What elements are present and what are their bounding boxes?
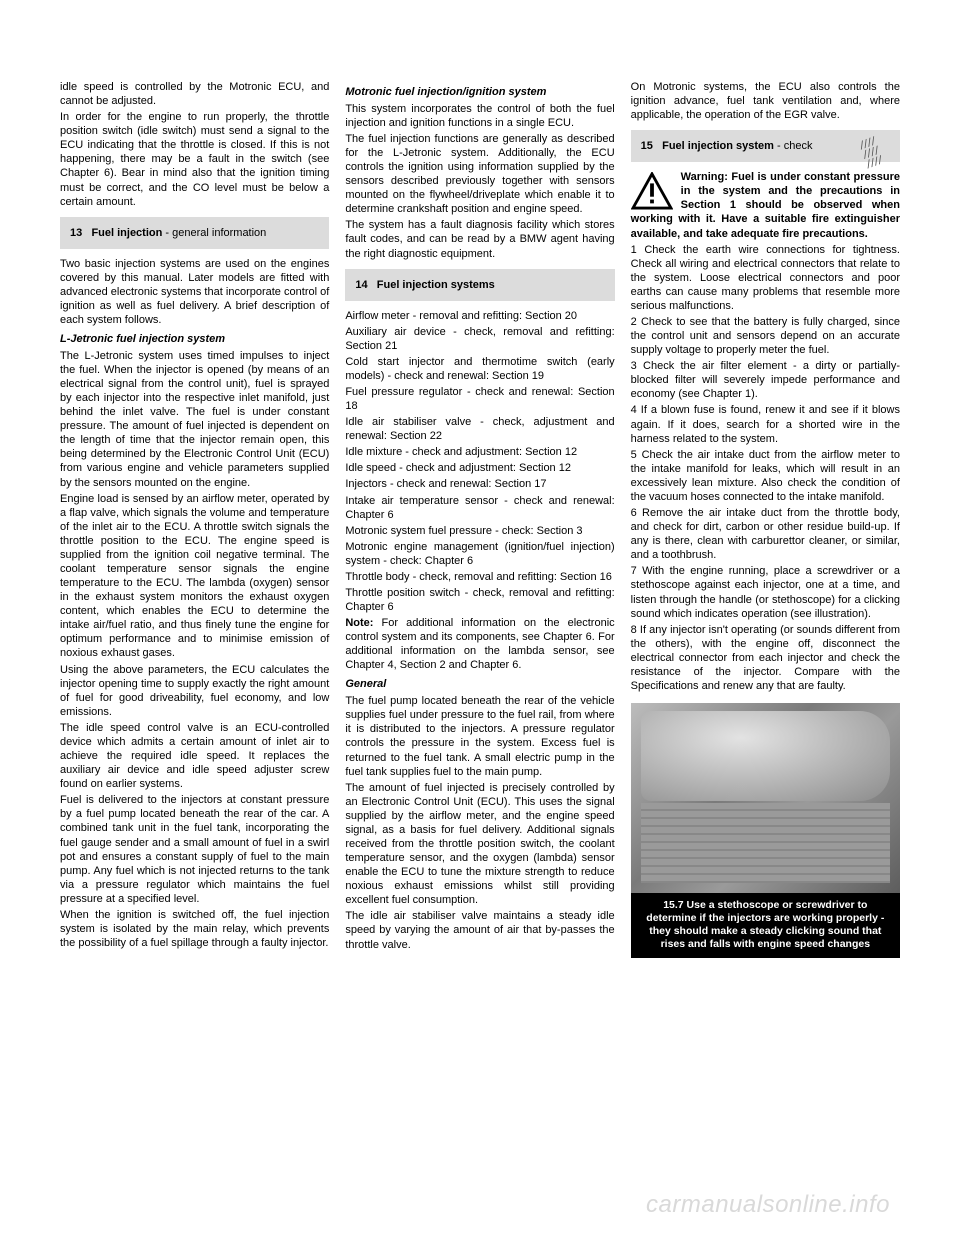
c2-h3: General	[345, 678, 614, 692]
c2-p12: Intake air temperature sensor - check an…	[345, 494, 614, 522]
c2-p6: Cold start injector and thermotime switc…	[345, 355, 614, 383]
c1-p5: Engine load is sensed by an airflow mete…	[60, 492, 329, 661]
c1-p9: When the ignition is switched off, the f…	[60, 908, 329, 950]
c2-p8: Idle air stabiliser valve - check, adjus…	[345, 415, 614, 443]
c1-p8: Fuel is delivered to the injectors at co…	[60, 793, 329, 906]
section-15-sub: - check	[777, 140, 812, 152]
c3-p3: 2 Check to see that the battery is fully…	[631, 315, 900, 357]
c2-p2: The fuel injection functions are general…	[345, 132, 614, 216]
c2-p20: The idle air stabiliser valve maintains …	[345, 909, 614, 951]
c2-p3: The system has a fault diagnosis facilit…	[345, 218, 614, 260]
c2-p17: For additional information on the electr…	[345, 617, 614, 671]
section-13-num: 13	[70, 227, 82, 239]
c2-p13: Motronic system fuel pressure - check: S…	[345, 524, 614, 538]
c2-p9: Idle mixture - check and adjustment: Sec…	[345, 445, 614, 459]
c3-p7: 6 Remove the air intake duct from the th…	[631, 506, 900, 562]
c2-p1: This system incorporates the control of …	[345, 102, 614, 130]
c1-p3: Two basic injection systems are used on …	[60, 257, 329, 327]
figure-image	[631, 703, 900, 893]
columns-wrap: idle speed is controlled by the Motronic…	[60, 80, 900, 958]
c2-p14: Motronic engine management (ignition/fue…	[345, 540, 614, 568]
c3-warning: Warning: Fuel is under constant pressure…	[631, 170, 900, 240]
c3-p8: 7 With the engine running, place a screw…	[631, 564, 900, 620]
c3-p5: 4 If a blown fuse is found, renew it and…	[631, 403, 900, 445]
page: idle speed is controlled by the Motronic…	[0, 0, 960, 998]
c1-p4: The L-Jetronic system uses timed impulse…	[60, 349, 329, 490]
c3-p2: 1 Check the earth wire connections for t…	[631, 243, 900, 313]
section-15-box: 15 Fuel injection system - check ///////…	[631, 130, 900, 162]
figure-caption: 15.7 Use a stethoscope or screwdriver to…	[631, 893, 900, 958]
section-14-title: Fuel injection systems	[377, 279, 495, 291]
c2-p19: The amount of fuel injected is precisely…	[345, 781, 614, 908]
c1-p2: In order for the engine to run properly,…	[60, 110, 329, 209]
c2-note: Note: For additional information on the …	[345, 616, 614, 672]
c1-p6: Using the above parameters, the ECU calc…	[60, 663, 329, 719]
c3-p1: On Motronic systems, the ECU also contro…	[631, 80, 900, 122]
c3-p6: 5 Check the air intake duct from the air…	[631, 448, 900, 504]
c2-note-label: Note:	[345, 617, 373, 629]
figure-15-7: 15.7 Use a stethoscope or screwdriver to…	[631, 703, 900, 958]
c1-h1: L-Jetronic fuel injection system	[60, 333, 329, 347]
c2-p15: Throttle body - check, removal and refit…	[345, 570, 614, 584]
c3-p4: 3 Check the air filter element - a dirty…	[631, 359, 900, 401]
c2-p16: Throttle position switch - check, remova…	[345, 586, 614, 614]
c2-p4: Airflow meter - removal and refitting: S…	[345, 309, 614, 323]
c2-p7: Fuel pressure regulator - check and rene…	[345, 385, 614, 413]
block-shape	[641, 803, 890, 883]
section-13-title: Fuel injection	[91, 227, 162, 239]
column-3: On Motronic systems, the ECU also contro…	[631, 80, 900, 958]
c1-p7: The idle speed control valve is an ECU-c…	[60, 721, 329, 791]
column-1: idle speed is controlled by the Motronic…	[60, 80, 329, 958]
column-2: Motronic fuel injection/ignition system …	[345, 80, 614, 958]
c3-p9: 8 If any injector isn't operating (or so…	[631, 623, 900, 693]
section-15-title: Fuel injection system	[662, 140, 774, 152]
section-13-sub: - general information	[165, 227, 266, 239]
section-13-box: 13 Fuel injection - general information	[60, 217, 329, 249]
c2-p5: Auxiliary air device - check, removal an…	[345, 325, 614, 353]
c2-p18: The fuel pump located beneath the rear o…	[345, 694, 614, 778]
c2-p10: Idle speed - check and adjustment: Secti…	[345, 461, 614, 475]
c2-p11: Injectors - check and renewal: Section 1…	[345, 477, 614, 491]
engine-shape	[641, 711, 890, 801]
warning-triangle-icon	[631, 172, 673, 210]
c1-p1: idle speed is controlled by the Motronic…	[60, 80, 329, 108]
section-14-box: 14 Fuel injection systems	[345, 269, 614, 301]
section-14-num: 14	[355, 279, 367, 291]
watermark: carmanualsonline.info	[646, 1191, 890, 1219]
c2-h1: Motronic fuel injection/ignition system	[345, 86, 614, 100]
section-15-num: 15	[641, 140, 653, 152]
